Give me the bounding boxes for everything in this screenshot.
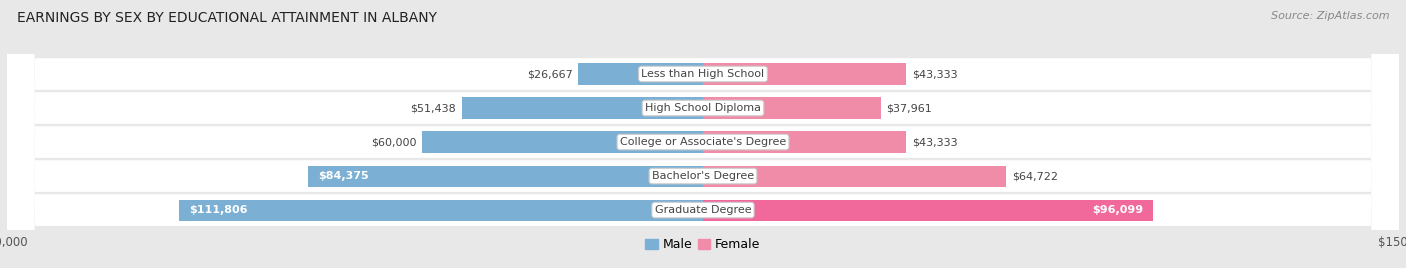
Text: $43,333: $43,333 — [911, 69, 957, 79]
Text: College or Associate's Degree: College or Associate's Degree — [620, 137, 786, 147]
FancyBboxPatch shape — [7, 0, 1399, 268]
Bar — [703, 64, 905, 84]
Text: EARNINGS BY SEX BY EDUCATIONAL ATTAINMENT IN ALBANY: EARNINGS BY SEX BY EDUCATIONAL ATTAINMEN… — [17, 11, 437, 25]
Text: $60,000: $60,000 — [371, 137, 416, 147]
FancyBboxPatch shape — [7, 0, 1399, 268]
Legend: Male, Female: Male, Female — [641, 233, 765, 256]
FancyBboxPatch shape — [7, 0, 1399, 268]
Bar — [179, 199, 703, 221]
Text: High School Diploma: High School Diploma — [645, 103, 761, 113]
Bar — [308, 166, 703, 187]
Bar — [422, 132, 703, 152]
Bar — [703, 98, 882, 118]
Text: $37,961: $37,961 — [887, 103, 932, 113]
Text: $51,438: $51,438 — [411, 103, 457, 113]
Text: $111,806: $111,806 — [190, 205, 247, 215]
FancyBboxPatch shape — [7, 0, 1399, 268]
Text: $84,375: $84,375 — [318, 171, 368, 181]
Text: Source: ZipAtlas.com: Source: ZipAtlas.com — [1271, 11, 1389, 21]
Text: Graduate Degree: Graduate Degree — [655, 205, 751, 215]
Text: $64,722: $64,722 — [1012, 171, 1057, 181]
FancyBboxPatch shape — [7, 0, 1399, 268]
Text: Less than High School: Less than High School — [641, 69, 765, 79]
Text: Bachelor's Degree: Bachelor's Degree — [652, 171, 754, 181]
Bar — [703, 199, 1153, 221]
Bar — [578, 64, 703, 84]
Text: $43,333: $43,333 — [911, 137, 957, 147]
Text: $96,099: $96,099 — [1091, 205, 1143, 215]
Bar — [463, 98, 703, 118]
Text: $26,667: $26,667 — [527, 69, 572, 79]
Bar — [703, 166, 1007, 187]
Bar — [703, 132, 905, 152]
